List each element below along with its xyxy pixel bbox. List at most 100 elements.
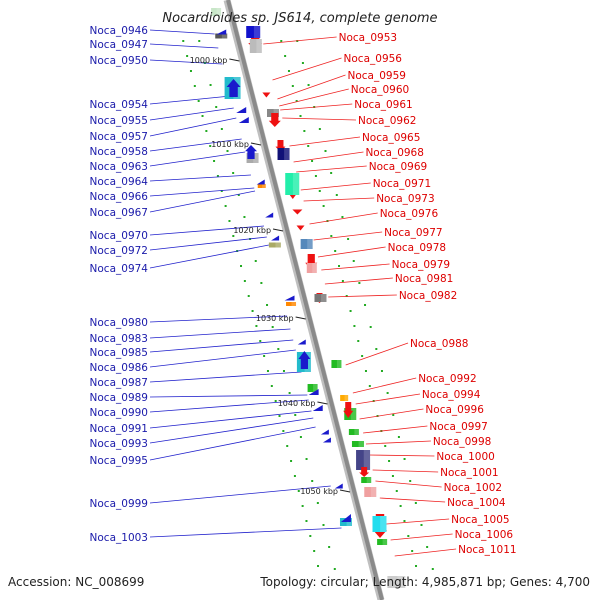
right-gene-label[interactable]: Noca_0965 xyxy=(362,132,420,144)
right-gene-label[interactable]: Noca_0960 xyxy=(351,84,409,96)
gene-1011[interactable] xyxy=(387,576,406,588)
gene-0995[interactable] xyxy=(322,437,331,443)
right-gene-label[interactable]: Noca_0997 xyxy=(429,421,487,433)
gene-0946[interactable] xyxy=(211,8,222,16)
gene-0997[interactable] xyxy=(348,429,359,435)
gene-0977[interactable] xyxy=(300,239,313,249)
right-gene-label[interactable]: Noca_0973 xyxy=(376,193,434,205)
gene-labels[interactable]: Noca_0946 Noca_0947 Noca_0950 Noca_0954 Noca… xyxy=(90,25,517,556)
gene-0987[interactable] xyxy=(298,351,311,369)
gene-1005b[interactable] xyxy=(372,516,387,532)
right-gene-label[interactable]: Noca_0959 xyxy=(348,70,406,82)
left-gene-label[interactable]: Noca_0964 xyxy=(90,176,149,188)
left-gene-label[interactable]: Noca_0954 xyxy=(90,99,149,111)
gene-0972[interactable] xyxy=(271,235,280,241)
left-gene-label[interactable]: Noca_0987 xyxy=(90,377,148,389)
gene-1006[interactable] xyxy=(377,539,388,545)
gene-1000[interactable] xyxy=(356,450,371,470)
right-gene-label[interactable]: Noca_1005 xyxy=(451,514,509,526)
right-gene-label[interactable]: Noca_0969 xyxy=(369,161,427,173)
left-gene-label[interactable]: Noca_0995 xyxy=(90,455,148,467)
gene-0968[interactable] xyxy=(277,148,290,160)
left-gene-label[interactable]: Noca_0983 xyxy=(90,333,148,345)
right-gene-label[interactable]: Noca_1001 xyxy=(440,467,498,479)
gene-0947[interactable] xyxy=(215,33,228,39)
right-gene-label[interactable]: Noca_0996 xyxy=(425,404,484,416)
left-gene-label[interactable]: Noca_0972 xyxy=(90,245,148,257)
gene-0985[interactable] xyxy=(297,339,306,345)
left-gene-label[interactable]: Noca_0966 xyxy=(90,191,149,203)
right-gene-label[interactable]: Noca_1002 xyxy=(444,482,502,494)
gene-0964[interactable] xyxy=(245,145,258,159)
left-gene-label[interactable]: Noca_0957 xyxy=(90,131,148,143)
left-gene-label[interactable]: Noca_0986 xyxy=(90,362,149,374)
gene-1002[interactable] xyxy=(361,477,372,483)
left-gene-label[interactable]: Noca_0950 xyxy=(90,55,148,67)
gene-0961[interactable] xyxy=(268,113,281,127)
gene-1001[interactable] xyxy=(359,467,370,477)
gene-0955[interactable] xyxy=(226,79,241,97)
left-gene-label[interactable]: Noca_0980 xyxy=(90,317,148,329)
gene-0953c[interactable] xyxy=(249,39,262,53)
left-gene-label[interactable]: Noca_0963 xyxy=(90,161,148,173)
gene-1003b[interactable] xyxy=(340,514,351,522)
gene-0999[interactable] xyxy=(334,483,343,489)
gene-0966[interactable] xyxy=(257,184,266,188)
left-gene-label[interactable]: Noca_0946 xyxy=(90,25,149,37)
gene-0996[interactable] xyxy=(343,402,354,418)
gene-0973[interactable] xyxy=(292,209,303,215)
left-gene-label[interactable]: Noca_0985 xyxy=(90,347,148,359)
gene-0992[interactable] xyxy=(340,395,349,401)
right-gene-label[interactable]: Noca_1000 xyxy=(436,451,494,463)
gene-0956[interactable] xyxy=(262,92,271,98)
gene-0980[interactable] xyxy=(286,302,297,306)
right-gene-label[interactable]: Noca_0988 xyxy=(410,338,468,350)
right-gene-label[interactable]: Noca_0976 xyxy=(380,208,439,220)
right-gene-label[interactable]: Noca_1006 xyxy=(455,529,514,541)
gene-0991[interactable] xyxy=(312,405,323,411)
right-gene-label[interactable]: Noca_0961 xyxy=(354,99,412,111)
gene-0990[interactable] xyxy=(308,389,319,395)
left-gene-label[interactable]: Noca_0967 xyxy=(90,207,148,219)
left-gene-label[interactable]: Noca_0999 xyxy=(90,498,148,510)
right-gene-label[interactable]: Noca_0977 xyxy=(384,227,442,239)
left-gene-label[interactable]: Noca_0993 xyxy=(90,438,148,450)
gene-1004[interactable] xyxy=(364,487,377,497)
left-gene-label[interactable]: Noca_0958 xyxy=(90,146,148,158)
gene-0974[interactable] xyxy=(268,242,281,248)
left-gene-label[interactable]: Noca_0947 xyxy=(90,39,148,51)
gene-0953b[interactable] xyxy=(246,26,261,38)
gene-0979[interactable] xyxy=(306,263,317,273)
right-gene-label[interactable]: Noca_0978 xyxy=(388,242,446,254)
gene-0957[interactable] xyxy=(236,107,247,113)
right-gene-label[interactable]: Noca_0953 xyxy=(339,32,397,44)
right-gene-label[interactable]: Noca_0956 xyxy=(344,53,403,65)
right-gene-label[interactable]: Noca_0971 xyxy=(373,178,431,190)
left-gene-label[interactable]: Noca_1003 xyxy=(90,532,148,544)
right-gene-label[interactable]: Noca_0982 xyxy=(399,290,457,302)
left-gene-label[interactable]: Noca_0989 xyxy=(90,392,148,404)
gene-0970[interactable] xyxy=(265,212,274,218)
left-gene-label[interactable]: Noca_0990 xyxy=(90,407,148,419)
right-gene-label[interactable]: Noca_0968 xyxy=(365,147,423,159)
gene-0976[interactable] xyxy=(296,225,305,231)
gene-0988[interactable] xyxy=(331,360,342,368)
gene-0971b[interactable] xyxy=(285,173,300,195)
gene-0950[interactable] xyxy=(216,29,227,35)
left-gene-label[interactable]: Noca_0970 xyxy=(90,230,148,242)
right-gene-label[interactable]: Noca_1004 xyxy=(447,497,506,509)
gene-0989[interactable] xyxy=(307,384,318,392)
right-gene-label[interactable]: Noca_0962 xyxy=(358,115,416,127)
right-gene-label[interactable]: Noca_0979 xyxy=(392,259,450,271)
right-gene-label[interactable]: Noca_1011 xyxy=(458,544,516,556)
gene-0998[interactable] xyxy=(351,441,364,447)
gene-0982[interactable] xyxy=(314,294,327,302)
right-gene-label[interactable]: Noca_0981 xyxy=(395,273,453,285)
gene-0983[interactable] xyxy=(284,295,295,301)
gene-0967[interactable] xyxy=(256,179,265,185)
gene-0993[interactable] xyxy=(320,429,329,435)
right-gene-label[interactable]: Noca_0998 xyxy=(433,436,491,448)
left-gene-label[interactable]: Noca_0955 xyxy=(90,115,148,127)
gene-0958[interactable] xyxy=(238,117,249,123)
left-gene-label[interactable]: Noca_0974 xyxy=(90,263,149,275)
